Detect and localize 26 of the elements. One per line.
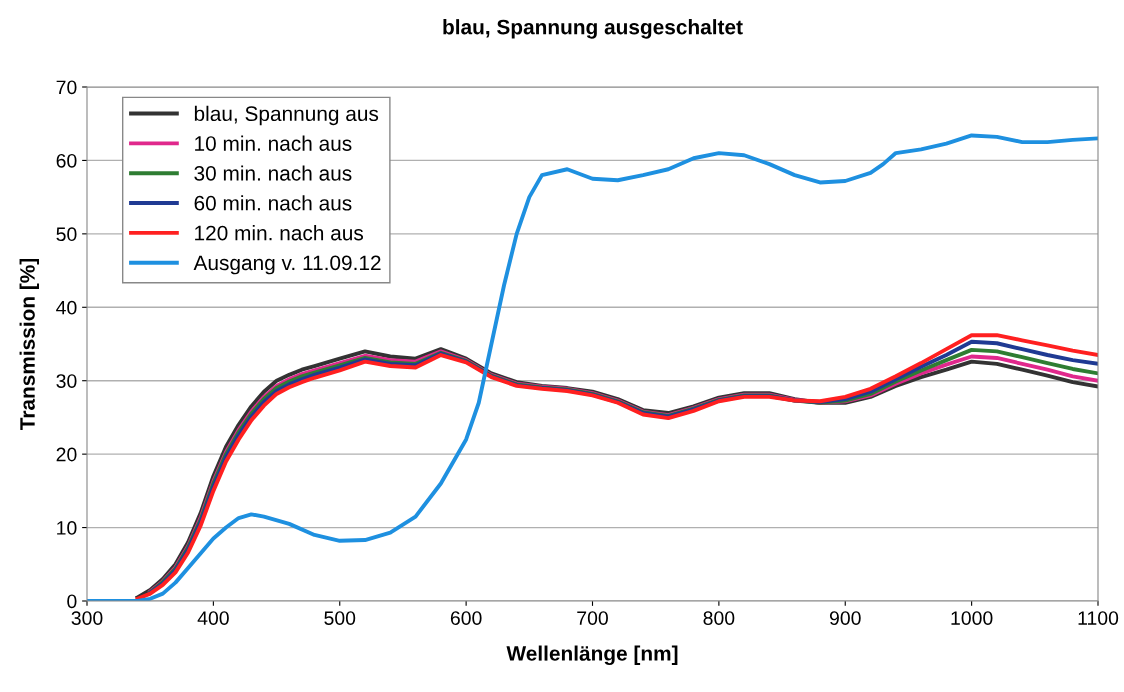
y-tick-label: 0 [67,594,77,609]
y-axis-title: Transmission [%] [19,258,39,431]
y-tick-label: 60 [56,153,77,168]
y-tick-label: 10 [57,521,77,535]
x-tick-label: 800 [703,611,735,625]
x-tick-label: 700 [577,611,608,625]
x-tick-label: 1100 [1078,611,1119,625]
y-tick-label: 50 [56,227,77,242]
legend-label: Ausgang v. 11.09.12 [193,255,381,275]
y-tick-label: 30 [56,374,77,388]
legend-label: 10 min. nach aus [195,135,352,151]
x-axis-title: Wellenlänge [nm] [506,645,678,666]
legend-label: 60 min. nach aus [194,195,352,211]
x-tick-label: 900 [829,611,861,625]
x-tick-label: 500 [324,611,356,625]
x-tick-label: 400 [197,611,229,625]
y-tick-label: 20 [56,447,77,462]
legend-label: 30 min. nach aus [194,165,352,181]
x-tick-label: 600 [450,611,482,625]
y-tick-label: 40 [56,300,77,315]
y-tick-label: 70 [56,80,77,95]
x-tick-label: 300 [71,611,103,625]
legend-label: 120 min. nach aus [195,225,364,241]
legend-label: blau, Spannung aus [194,105,379,126]
chart-title: blau, Spannung ausgeschaltet [443,19,743,39]
x-tick-label: 1000 [951,611,993,625]
